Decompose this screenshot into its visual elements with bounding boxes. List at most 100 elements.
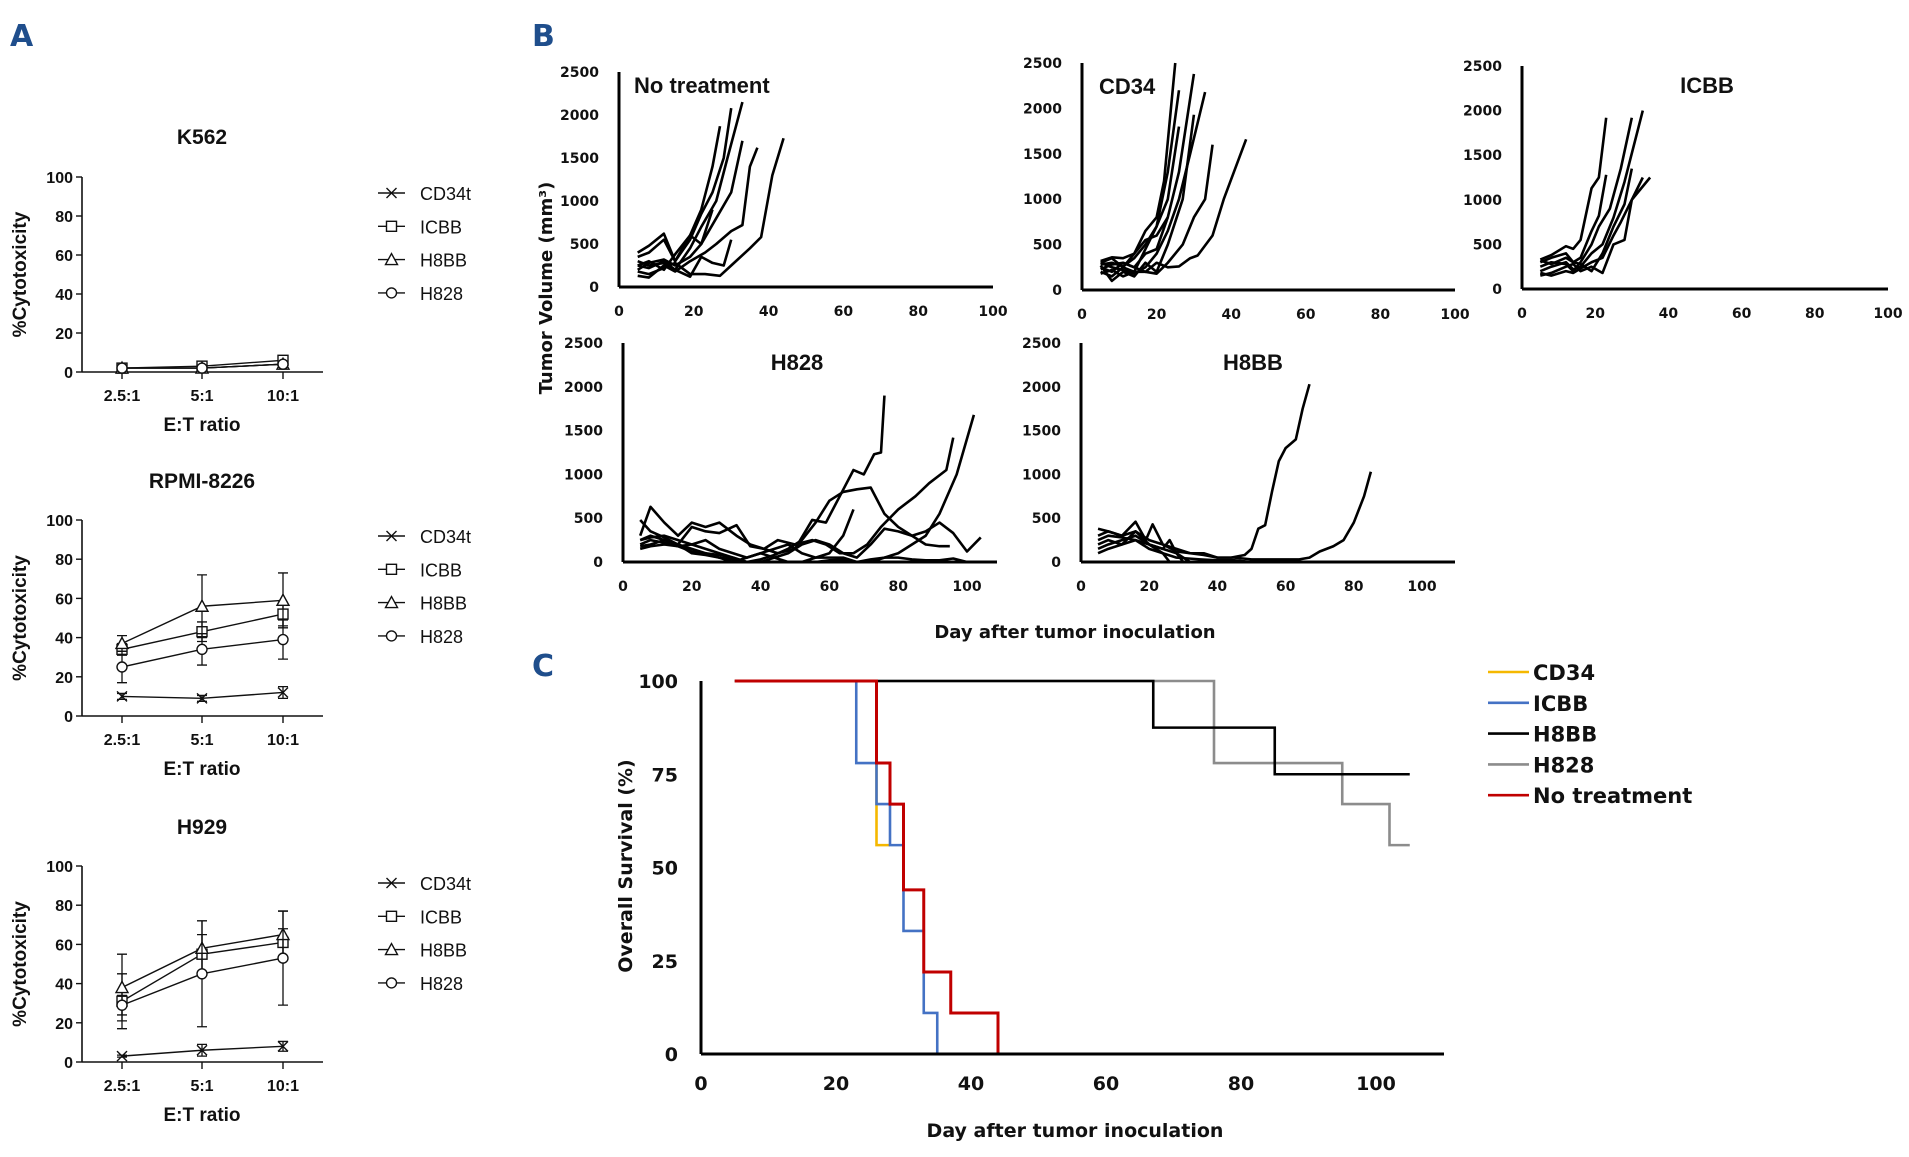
- data-point-marker-circle: [196, 968, 208, 980]
- x-tick-label: 100: [1873, 306, 1902, 322]
- y-tick-label: 0: [589, 280, 599, 296]
- tumor-volume-chart-h8bb: 0 500 1000 1500 2000 2500 0 20 40 60 80 100 H8BB: [1022, 336, 1455, 595]
- x-tick-label: 5:1: [190, 1078, 213, 1095]
- panel-letter-b: B: [532, 19, 555, 54]
- data-point-marker-circle: [196, 362, 208, 374]
- y-tick-label: 40: [55, 287, 73, 304]
- x-tick-label: 0: [614, 304, 624, 320]
- legend-item-cd34t: CD34t: [378, 874, 471, 894]
- y-tick-label: 2000: [1463, 104, 1502, 120]
- x-tick-label: 80: [908, 304, 928, 320]
- legend-marker-triangle: [384, 252, 399, 266]
- legend-label: H8BB: [1533, 723, 1597, 747]
- legend-item-icbb: ICBB: [378, 560, 462, 580]
- panel-a-cytotoxicity: K562 0 20 40 60 80 100 2.5:1 5:1 10:1 E:T ratio %Cy…: [10, 126, 471, 1126]
- legend-marker-triangle: [384, 595, 399, 609]
- x-tick-label: 40: [958, 1073, 984, 1095]
- legend-label: H8BB: [420, 941, 467, 961]
- chart-title: K562: [177, 126, 227, 149]
- x-tick-label: 2.5:1: [104, 1078, 141, 1095]
- y-tick-label: 0: [64, 709, 73, 726]
- tumor-growth-line: [1097, 534, 1191, 564]
- y-tick-label: 25: [652, 951, 678, 973]
- chart-title: H8BB: [1223, 350, 1283, 375]
- legend-label: H828: [420, 974, 463, 994]
- y-tick-label: 0: [665, 1044, 678, 1066]
- y-tick-label: 0: [64, 365, 73, 382]
- x-tick-label: 0: [694, 1073, 707, 1095]
- legend-marker-square: [385, 563, 398, 575]
- data-point-marker-triangle: [275, 592, 291, 607]
- x-tick-label: 5:1: [190, 388, 213, 405]
- y-axis-label: %Cytotoxicity: [10, 901, 31, 1027]
- chart-title: RPMI-8226: [149, 470, 255, 493]
- tumor-growth-line: [1100, 138, 1248, 274]
- x-tick-label: 10:1: [267, 732, 299, 749]
- data-point-marker-circle: [116, 999, 128, 1011]
- y-tick-label: 2000: [1022, 380, 1061, 396]
- tumor-growth-line: [637, 125, 722, 272]
- survival-curve-no-treatment: [734, 679, 1000, 1054]
- legend-item-h8bb: H8BB: [378, 594, 467, 614]
- y-tick-label: 0: [1051, 555, 1061, 571]
- x-tick-label: 20: [1147, 307, 1167, 323]
- chart-title: H828: [771, 350, 824, 375]
- y-tick-label: 80: [55, 552, 73, 569]
- x-tick-label: 80: [1371, 307, 1391, 323]
- tumor-growth-line: [637, 239, 733, 278]
- x-axis-label: E:T ratio: [163, 1105, 240, 1126]
- tumor-growth-line: [1539, 168, 1634, 273]
- tumor-growth-line: [1100, 216, 1169, 269]
- y-tick-label: 75: [652, 764, 678, 786]
- data-point-marker-circle: [116, 661, 128, 673]
- y-tick-label: 500: [574, 511, 603, 527]
- y-tick-label: 40: [55, 631, 73, 648]
- x-tick-label: 80: [888, 579, 908, 595]
- x-tick-label: 5:1: [190, 732, 213, 749]
- tumor-growth-line: [1100, 62, 1177, 263]
- series-cd34t: [116, 1040, 289, 1062]
- data-point-marker-circle: [277, 358, 289, 370]
- data-point-marker-triangle: [114, 636, 130, 650]
- series-cd34t: [116, 685, 289, 704]
- legend-marker-x: [386, 530, 397, 542]
- chart-title: H929: [177, 816, 227, 839]
- legend-item-cd34: CD34: [1488, 661, 1595, 685]
- legend-marker-circle: [385, 287, 398, 299]
- legend-marker-square: [385, 220, 398, 233]
- x-tick-label: 20: [682, 579, 702, 595]
- legend-item-h828: H828: [378, 974, 463, 994]
- panel-c-survival: 0 25 50 75 100 0 20 40 60 80 100 Day after tumor in…: [615, 661, 1692, 1142]
- panel-letter-c: C: [532, 649, 554, 684]
- panel-letter-a: A: [10, 19, 34, 54]
- legend-marker-x: [386, 877, 397, 889]
- y-tick-label: 2000: [564, 380, 603, 396]
- legend-item-cd34t: CD34t: [378, 184, 471, 204]
- legend-item-cd34t: CD34t: [378, 527, 471, 547]
- survival-curve-h8bb: [734, 679, 1410, 776]
- y-tick-label: 1500: [1023, 147, 1062, 163]
- tumor-growth-line: [1099, 114, 1196, 283]
- x-tick-label: 60: [1296, 307, 1316, 323]
- data-point-marker-circle: [196, 643, 208, 656]
- chart-title: ICBB: [1680, 73, 1734, 98]
- y-tick-label: 0: [1052, 283, 1062, 299]
- y-tick-label: 2500: [560, 65, 599, 81]
- tumor-growth-line: [1100, 144, 1214, 278]
- y-tick-label: 80: [55, 209, 73, 226]
- x-tick-label: 40: [751, 579, 771, 595]
- data-point-marker-circle: [277, 952, 289, 964]
- tumor-growth-line: [1539, 176, 1644, 277]
- y-tick-label: 2000: [1023, 101, 1062, 117]
- x-axis-label: Day after tumor inoculation: [934, 622, 1215, 643]
- data-point-marker-circle: [116, 362, 128, 374]
- x-tick-label: 60: [1732, 306, 1752, 322]
- y-tick-label: 20: [55, 1016, 73, 1033]
- tumor-growth-line: [639, 486, 950, 564]
- series-h828: [116, 358, 289, 374]
- y-tick-label: 60: [55, 248, 73, 265]
- data-point-marker-x: [196, 692, 208, 704]
- x-tick-label: 100: [952, 579, 981, 595]
- legend-item-h828: H828: [1488, 753, 1594, 777]
